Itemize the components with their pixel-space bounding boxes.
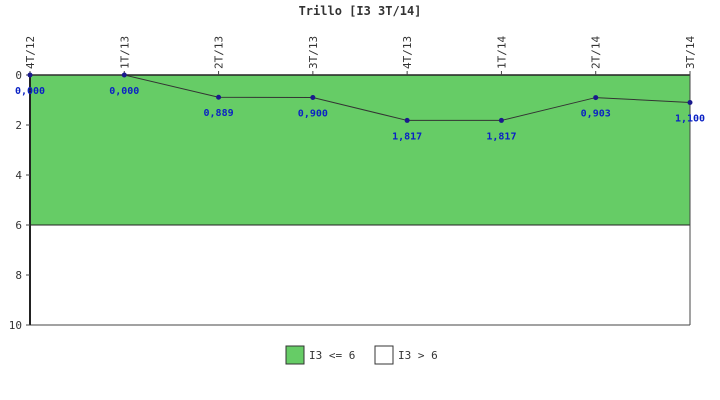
x-tick-label: 2T/13 (213, 36, 226, 69)
x-tick-label: 2T/14 (590, 36, 603, 69)
x-tick-label: 4T/13 (401, 36, 414, 69)
data-label: 0,900 (298, 109, 328, 120)
y-tick-label: 4 (15, 169, 22, 182)
data-point (687, 100, 693, 105)
data-label: 1,817 (486, 131, 516, 142)
y-axis-ticks: 0 2 4 6 8 10 (9, 69, 30, 332)
data-point (310, 95, 316, 100)
legend: I3 <= 6 I3 > 6 (285, 345, 438, 365)
y-tick-label: 6 (15, 219, 22, 232)
band-0 (30, 75, 690, 225)
y-tick-label: 8 (15, 269, 22, 282)
x-tick-label: 1T/14 (495, 36, 508, 69)
x-tick-label: 3T/13 (307, 36, 320, 69)
threshold-bands (30, 75, 690, 325)
data-point (27, 72, 33, 78)
data-label: 0,000 (109, 86, 139, 97)
legend-label-1: I3 > 6 (398, 349, 438, 362)
data-label: 1,100 (675, 114, 705, 125)
chart-title: Trillo [I3 3T/14] (299, 4, 422, 18)
y-tick-label: 10 (9, 319, 22, 332)
legend-swatch-1 (374, 345, 394, 365)
plot-frame (29, 74, 691, 326)
data-point (216, 94, 222, 100)
series-layer: 0,000 0,000 0,889 0,900 1,817 1,817 0,903 1,100 (15, 72, 705, 142)
data-point (121, 72, 127, 78)
data-point (593, 95, 599, 101)
x-axis-ticks: 4T/12 1T/13 2T/13 3T/13 4T/13 1T/14 2T/14 3T/14 (24, 36, 697, 75)
data-label: 1,817 (392, 131, 422, 142)
y-tick-label: 2 (15, 119, 22, 132)
legend-swatch-0 (285, 345, 305, 365)
band-1 (30, 225, 690, 325)
data-label: 0,000 (15, 86, 45, 97)
x-tick-label: 1T/13 (118, 36, 131, 69)
data-label: 0,889 (204, 108, 234, 119)
data-point (498, 117, 504, 123)
legend-label-0: I3 <= 6 (309, 349, 355, 362)
x-tick-label: 4T/12 (24, 36, 37, 69)
data-label: 0,903 (581, 109, 611, 120)
data-point (404, 117, 410, 123)
series-line (30, 74, 691, 121)
x-tick-label: 3T/14 (684, 36, 697, 69)
y-tick-label: 0 (15, 69, 22, 82)
